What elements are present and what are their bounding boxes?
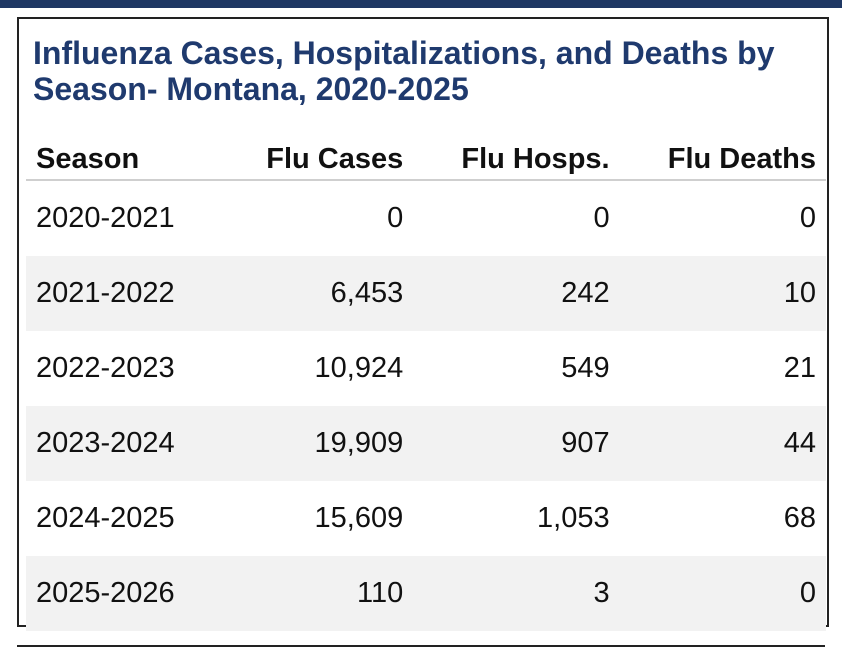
- table-row: 2020-2021 0 0 0: [26, 180, 826, 256]
- column-header-flu-hosps: Flu Hosps.: [413, 139, 620, 181]
- flu-deaths-cell: 10: [619, 256, 826, 331]
- season-cell: 2023-2024: [26, 406, 221, 481]
- flu-hosps-cell: 242: [413, 256, 620, 331]
- flu-hosps-cell: 907: [413, 406, 620, 481]
- flu-deaths-cell: 68: [783, 502, 816, 534]
- flu-deaths-cell: 44: [619, 406, 826, 481]
- flu-hosps-cell: 549: [561, 352, 610, 384]
- flu-deaths-cell: 0: [619, 556, 826, 631]
- flu-cases-cell: 19,909: [220, 406, 414, 481]
- flu-deaths-cell: 21: [783, 352, 816, 384]
- flu-cases-cell: 10,924: [314, 352, 404, 384]
- flu-deaths-cell: 0: [799, 202, 816, 234]
- column-header-flu-deaths: Flu Deaths: [619, 139, 826, 181]
- table-header-row: Season Flu Cases Flu Hosps. Flu Deaths: [26, 139, 826, 181]
- top-banner-bar: [0, 0, 842, 8]
- next-panel-top-border: [17, 645, 825, 647]
- column-header-flu-cases: Flu Cases: [220, 139, 414, 181]
- flu-cases-cell: 15,609: [314, 502, 404, 534]
- season-cell: 2020-2021: [36, 202, 175, 234]
- season-cell: 2022-2023: [36, 352, 175, 384]
- season-cell: 2024-2025: [36, 502, 175, 534]
- table-row: 2025-2026 110 3 0: [26, 556, 826, 631]
- flu-hosps-cell: 3: [413, 556, 620, 631]
- flu-cases-cell: 6,453: [220, 256, 414, 331]
- flu-hosps-cell: 1,053: [537, 502, 610, 534]
- flu-summary-panel: Influenza Cases, Hospitalizations, and D…: [17, 17, 829, 631]
- season-cell: 2021-2022: [26, 256, 221, 331]
- flu-season-table: Season Flu Cases Flu Hosps. Flu Deaths 2…: [26, 139, 826, 631]
- table-row: 2023-2024 19,909 907 44: [26, 406, 826, 481]
- panel-title: Influenza Cases, Hospitalizations, and D…: [33, 35, 775, 107]
- flu-hosps-cell: 0: [593, 202, 610, 234]
- table-row: 2024-2025 15,609 1,053 68: [26, 481, 826, 556]
- flu-cases-cell: 0: [387, 202, 404, 234]
- flu-cases-cell: 110: [220, 556, 414, 631]
- table-row: 2022-2023 10,924 549 21: [26, 331, 826, 406]
- column-header-season: Season: [26, 139, 221, 181]
- season-cell: 2025-2026: [26, 556, 221, 631]
- table-row: 2021-2022 6,453 242 10: [26, 256, 826, 331]
